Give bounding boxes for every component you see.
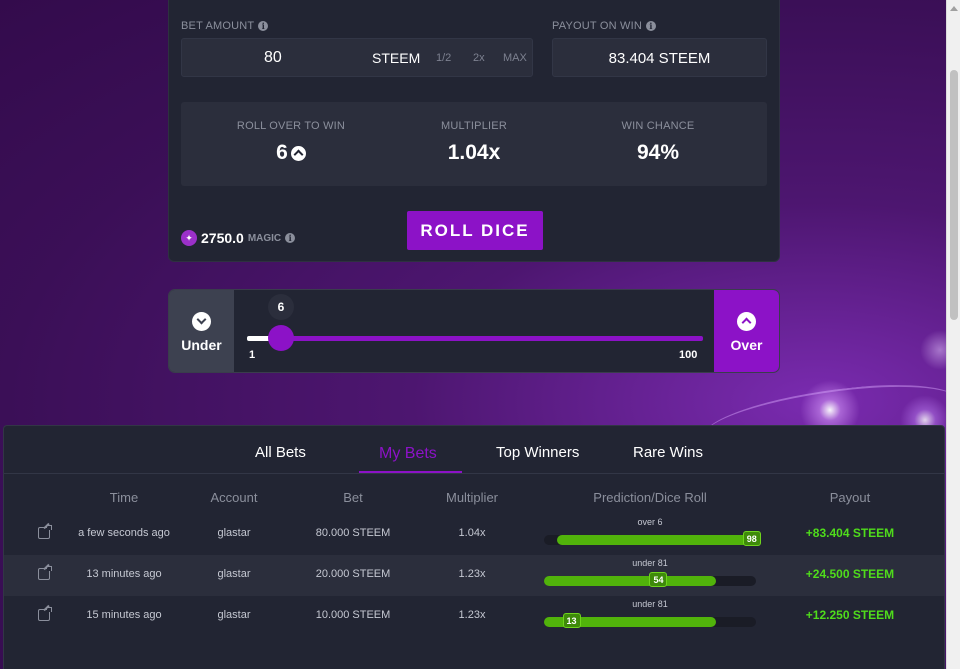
bet-account[interactable]: glastar xyxy=(217,568,251,580)
external-link-icon[interactable] xyxy=(38,607,52,621)
multiplier-label: MULTIPLIER xyxy=(441,120,507,132)
payout-field: 83.404 STEEM xyxy=(552,38,767,77)
payout-label: PAYOUT ON WIN i xyxy=(552,20,656,32)
column-header-time: Time xyxy=(109,490,139,505)
bets-panel: All Bets My Bets Top Winners Rare Wins T… xyxy=(3,425,945,669)
dice-roll-marker: 54 xyxy=(649,572,668,587)
slider-max-label: 100 xyxy=(679,349,698,361)
win-chance-value: 94% xyxy=(636,141,680,164)
multiplier-stat[interactable]: MULTIPLIER 1.04x xyxy=(376,102,572,165)
column-header-bet: Bet xyxy=(343,490,363,505)
bet-account[interactable]: glastar xyxy=(217,609,251,621)
win-chance-label: WIN CHANCE xyxy=(621,120,695,132)
info-icon[interactable]: i xyxy=(285,233,296,243)
roll-over-value: 6 xyxy=(276,141,288,164)
scroll-up-arrow-icon[interactable] xyxy=(947,0,960,16)
win-chance-stat[interactable]: WIN CHANCE 94% xyxy=(560,102,756,165)
dice-roll-marker: 13 xyxy=(562,613,581,628)
table-row: a few seconds ago glastar 80.000 STEEM 1… xyxy=(4,514,944,555)
table-row: 15 minutes ago glastar 10.000 STEEM 1.23… xyxy=(4,596,944,637)
prediction-text: under 81 xyxy=(632,558,668,568)
prediction-win-range xyxy=(556,535,756,545)
bet-account[interactable]: glastar xyxy=(217,527,251,539)
dice-roll-marker: 98 xyxy=(742,531,761,546)
prediction-bar: under 81 54 xyxy=(544,555,756,596)
bet-payout: +12.250 STEEM xyxy=(805,608,895,622)
page-scrollbar[interactable] xyxy=(946,0,960,669)
active-tab-indicator xyxy=(359,471,462,473)
external-link-icon[interactable] xyxy=(38,525,52,539)
tab-top-winners[interactable]: Top Winners xyxy=(496,444,580,461)
roll-over-stat[interactable]: ROLL OVER TO WIN 6 xyxy=(193,102,389,165)
slider-track-under[interactable] xyxy=(247,336,281,341)
over-button[interactable]: Over xyxy=(714,290,779,372)
table-row: 13 minutes ago glastar 20.000 STEEM 1.23… xyxy=(4,555,944,596)
bet-amount: 20.000 STEEM xyxy=(315,568,391,580)
tab-all-bets[interactable]: All Bets xyxy=(255,444,306,461)
column-header-payout: Payout xyxy=(829,490,871,505)
prediction-win-range xyxy=(544,617,716,627)
chevron-up-icon[interactable] xyxy=(290,145,306,161)
slider-handle[interactable] xyxy=(268,325,294,351)
roll-stats: ROLL OVER TO WIN 6 MULTIPLIER 1.04x WIN … xyxy=(181,102,767,186)
prediction-text: under 81 xyxy=(632,599,668,609)
chevron-up-icon xyxy=(737,311,756,331)
prediction-bar: over 6 98 xyxy=(544,514,761,555)
column-header-multiplier: Multiplier xyxy=(445,490,498,505)
payout-value: 83.404 STEEM xyxy=(608,50,711,67)
double-bet-button[interactable]: 2x xyxy=(473,52,485,64)
slider-track-over[interactable] xyxy=(281,336,703,341)
bet-amount: 80.000 STEEM xyxy=(315,527,391,539)
magic-balance: ✦ 2750.0 MAGIC i xyxy=(181,230,296,246)
bet-payout: +83.404 STEEM xyxy=(805,526,895,540)
half-bet-button[interactable]: 1/2 xyxy=(436,52,452,64)
bet-currency: STEEM xyxy=(372,50,421,66)
info-icon[interactable]: i xyxy=(258,21,269,31)
bet-amount-input[interactable]: 80 xyxy=(264,49,282,66)
magic-token-icon: ✦ xyxy=(181,230,197,246)
bet-multiplier: 1.23x xyxy=(458,568,486,580)
bets-tabs: All Bets My Bets Top Winners Rare Wins xyxy=(4,426,944,474)
bet-multiplier: 1.04x xyxy=(458,527,486,539)
tab-my-bets[interactable]: My Bets xyxy=(379,445,437,462)
prediction-win-range xyxy=(544,576,716,586)
bet-time: a few seconds ago xyxy=(78,527,170,539)
column-header-prediction: Prediction/Dice Roll xyxy=(593,490,707,505)
bet-amount-field[interactable]: 80 STEEM 1/2 2x MAX xyxy=(181,38,533,77)
roll-dice-button[interactable]: ROLL DICE xyxy=(407,211,543,250)
roll-slider: Under 6 1 100 Over xyxy=(168,289,780,373)
column-header-account: Account xyxy=(210,490,258,505)
prediction-text: over 6 xyxy=(637,517,663,527)
slider-value-bubble: 6 xyxy=(268,294,294,320)
under-button[interactable]: Under xyxy=(169,290,234,372)
dice-control-panel: BET AMOUNT i 80 STEEM 1/2 2x MAX PAYOUT … xyxy=(168,0,780,262)
info-icon[interactable]: i xyxy=(646,21,656,31)
magic-balance-value: 2750.0 xyxy=(201,230,244,246)
bet-time: 13 minutes ago xyxy=(86,568,162,580)
bet-multiplier: 1.23x xyxy=(458,609,486,621)
tab-rare-wins[interactable]: Rare Wins xyxy=(633,444,704,461)
scrollbar-thumb[interactable] xyxy=(950,70,958,320)
prediction-bar: under 81 13 xyxy=(544,596,756,637)
multiplier-value: 1.04x xyxy=(447,141,501,164)
max-bet-button[interactable]: MAX xyxy=(503,52,527,64)
bet-amount-label: BET AMOUNT i xyxy=(181,20,269,32)
slider-min-label: 1 xyxy=(249,349,256,361)
bet-amount: 10.000 STEEM xyxy=(315,609,391,621)
chevron-down-icon xyxy=(192,311,211,331)
bet-time: 15 minutes ago xyxy=(86,609,162,621)
magic-unit: MAGIC xyxy=(247,232,282,244)
roll-over-label: ROLL OVER TO WIN xyxy=(236,120,346,132)
bet-payout: +24.500 STEEM xyxy=(805,567,895,581)
external-link-icon[interactable] xyxy=(38,566,52,580)
